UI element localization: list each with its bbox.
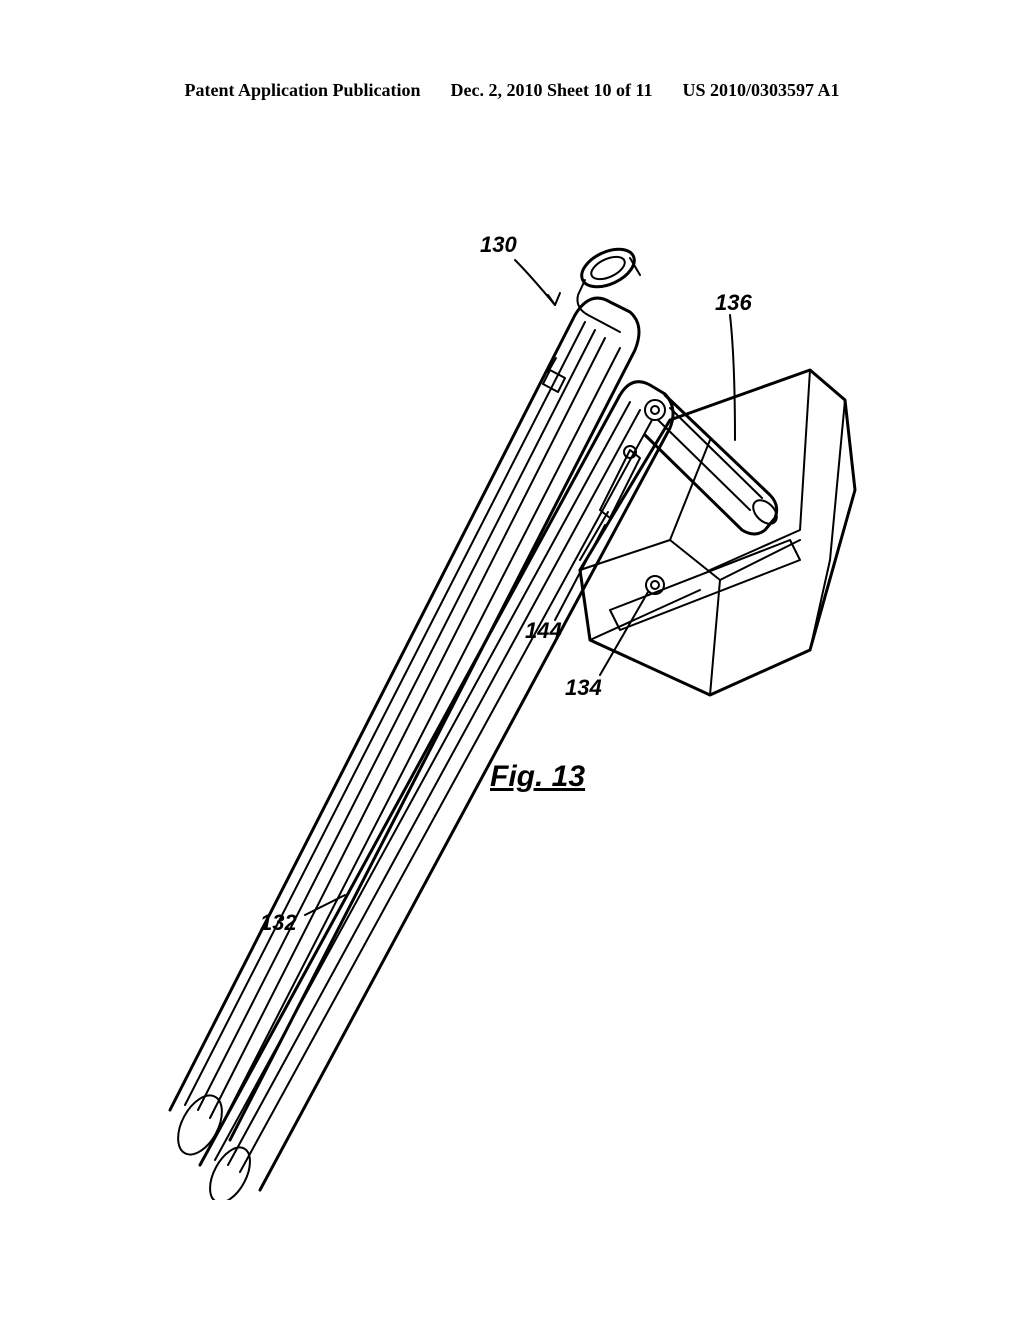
ref-130: 130 bbox=[480, 232, 517, 258]
ref-144: 144 bbox=[525, 618, 562, 644]
page-header: Patent Application Publication Dec. 2, 2… bbox=[0, 80, 1024, 101]
ref-132: 132 bbox=[260, 910, 297, 936]
figure-label: Fig. 13 bbox=[490, 760, 585, 794]
patent-figure: 130 132 136 144 134 Fig. 13 bbox=[110, 140, 914, 1200]
header-center: Dec. 2, 2010 Sheet 10 of 11 bbox=[451, 80, 653, 101]
ref-134: 134 bbox=[565, 675, 602, 701]
header-left: Patent Application Publication bbox=[184, 80, 420, 101]
ref-136: 136 bbox=[715, 290, 752, 316]
figure-svg bbox=[110, 140, 914, 1200]
header-right: US 2010/0303597 A1 bbox=[682, 80, 839, 101]
